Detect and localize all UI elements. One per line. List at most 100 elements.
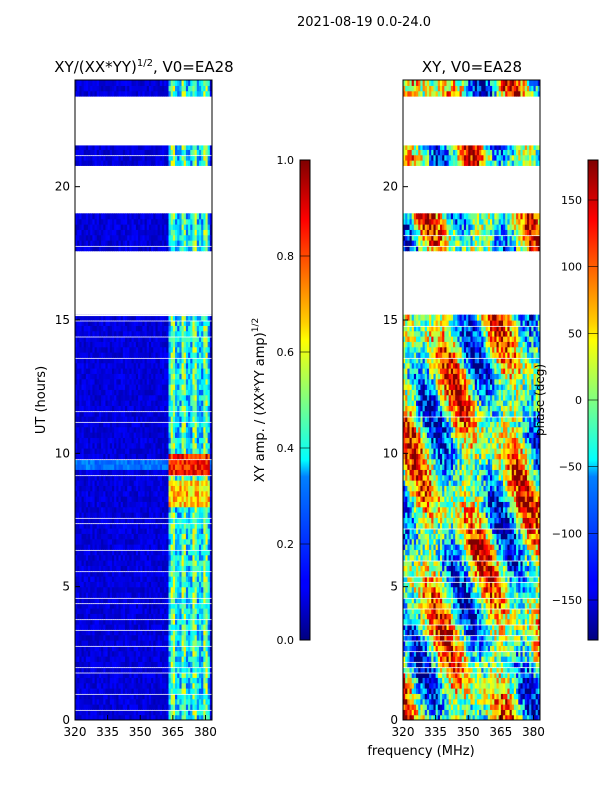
heatmap-cell: [153, 618, 157, 625]
heatmap-cell: [79, 432, 83, 438]
heatmap-cell: [203, 597, 207, 604]
heatmap-cell: [144, 469, 148, 476]
heatmap-cell: [114, 501, 117, 508]
heatmap-cell: [79, 549, 83, 556]
heatmap-cell: [83, 624, 87, 630]
heatmap-cell: [155, 458, 159, 465]
heatmap-cell: [157, 437, 161, 444]
heatmap-cell: [103, 677, 107, 684]
heatmap-cell: [209, 368, 212, 374]
heatmap-cell: [133, 698, 137, 705]
heatmap-cell: [164, 634, 167, 641]
heatmap-cell: [192, 394, 196, 401]
heatmap-cell: [203, 709, 207, 716]
heatmap-cell: [101, 373, 104, 380]
heatmap-cell: [194, 634, 198, 641]
heatmap-cell: [94, 245, 98, 252]
heatmap-cell: [116, 389, 120, 396]
heatmap-cell: [157, 506, 161, 513]
heatmap-cell: [116, 320, 120, 326]
heatmap-cell: [131, 688, 135, 694]
heatmap-cell: [151, 480, 154, 486]
heatmap-cell: [83, 517, 87, 524]
heatmap-cell: [157, 240, 161, 246]
heatmap-cell: [103, 597, 107, 604]
heatmap-cell: [148, 389, 152, 396]
heatmap-cell: [101, 234, 104, 241]
heatmap-cell: [133, 496, 137, 502]
heatmap-cell: [103, 448, 107, 454]
heatmap-cell: [96, 485, 100, 492]
heatmap-cell: [142, 629, 146, 636]
heatmap-cell: [203, 565, 207, 572]
heatmap-cell: [138, 592, 141, 598]
heatmap-cell: [118, 666, 122, 673]
heatmap-cell: [155, 586, 159, 593]
heatmap-cell: [205, 314, 209, 321]
heatmap-cell: [105, 442, 109, 449]
heatmap-cell: [177, 240, 180, 246]
heatmap-cell: [92, 336, 96, 342]
heatmap-cell: [188, 480, 191, 486]
heatmap-cell: [164, 341, 167, 348]
heatmap-cell: [138, 368, 141, 374]
heatmap-cell: [125, 693, 128, 700]
heatmap-cell: [109, 618, 113, 625]
heatmap-cell: [120, 538, 124, 545]
heatmap-cell: [140, 336, 144, 342]
heatmap-cell: [188, 549, 191, 556]
heatmap-cell: [122, 650, 126, 657]
heatmap-cell: [168, 453, 172, 460]
heatmap-cell: [122, 704, 126, 710]
heatmap-cell: [94, 437, 98, 444]
heatmap-cell: [125, 570, 128, 577]
heatmap-cell: [159, 314, 163, 321]
heatmap-cell: [192, 352, 196, 358]
heatmap-cell: [114, 437, 117, 444]
heatmap-cell: [155, 682, 159, 689]
heatmap-cell: [96, 522, 100, 529]
heatmap-cell: [92, 608, 96, 614]
heatmap-cell: [92, 714, 96, 720]
heatmap-cell: [181, 698, 185, 705]
heatmap-cell: [205, 693, 209, 700]
heatmap-cell: [188, 645, 191, 652]
heatmap-cell: [198, 336, 202, 342]
heatmap-cell: [92, 357, 96, 364]
heatmap-cell: [175, 672, 178, 678]
heatmap-cell: [75, 522, 78, 529]
heatmap-cell: [81, 554, 85, 561]
heatmap-cell: [188, 714, 191, 720]
heatmap-cell: [114, 624, 117, 630]
heatmap-cell: [157, 570, 161, 577]
heatmap-cell: [194, 538, 198, 545]
heatmap-cell: [133, 320, 137, 326]
heatmap-cell: [109, 389, 113, 396]
heatmap-cell: [170, 613, 174, 620]
heatmap-cell: [151, 576, 154, 582]
heatmap-cell: [133, 325, 137, 332]
heatmap-cell: [209, 538, 212, 545]
heatmap-cell: [172, 464, 176, 470]
heatmap-cell: [83, 512, 87, 518]
heatmap-cell: [127, 362, 130, 369]
heatmap-cell: [133, 624, 137, 630]
heatmap-cell: [79, 640, 83, 646]
heatmap-cell: [90, 586, 93, 593]
heatmap-cell: [116, 650, 120, 657]
heatmap-cell: [155, 389, 159, 396]
heatmap-cell: [207, 426, 211, 433]
heatmap-cell: [131, 592, 135, 598]
heatmap-cell: [131, 400, 135, 406]
heatmap-cell: [96, 618, 100, 625]
heatmap-cell: [107, 405, 111, 412]
heatmap-cell: [122, 352, 126, 358]
heatmap-cell: [148, 421, 152, 428]
heatmap-cell: [105, 576, 109, 582]
heatmap-cell: [116, 565, 120, 572]
heatmap-cell: [159, 554, 163, 561]
heatmap-cell: [188, 688, 191, 694]
heatmap-cell: [164, 693, 167, 700]
heatmap-cell: [205, 688, 209, 694]
heatmap-cell: [125, 474, 128, 481]
